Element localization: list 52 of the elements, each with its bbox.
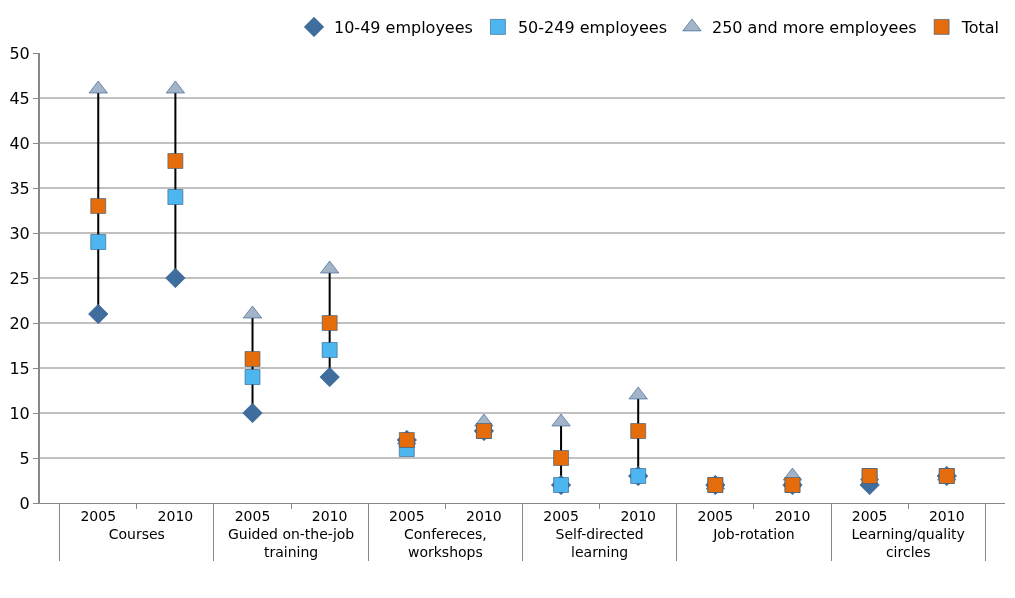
point bbox=[321, 315, 338, 331]
y-tick-label: 45 bbox=[9, 88, 30, 108]
text: Confereces, workshops bbox=[403, 525, 487, 560]
x-tick-label: 2005 bbox=[388, 507, 425, 524]
x-tick-label: 2010 bbox=[466, 507, 502, 524]
point bbox=[321, 342, 338, 358]
legend-label: 250 and more employees bbox=[711, 18, 917, 38]
point bbox=[244, 351, 261, 367]
text: Self-directed learning bbox=[555, 525, 644, 560]
point bbox=[630, 423, 646, 439]
y-tick-label: 30 bbox=[9, 223, 30, 243]
y-tick-label: 20 bbox=[9, 313, 30, 333]
x-tick-label: 2005 bbox=[851, 507, 888, 524]
point bbox=[88, 303, 109, 325]
y-tick-label: 35 bbox=[9, 178, 30, 198]
y-tick-label: 50 bbox=[9, 43, 30, 63]
y-tick-label: 10 bbox=[9, 403, 30, 423]
x-tick-label: 2010 bbox=[311, 507, 348, 524]
point bbox=[553, 450, 569, 466]
point bbox=[90, 234, 107, 250]
point bbox=[244, 369, 261, 385]
y-tick-label: 40 bbox=[9, 133, 30, 153]
point bbox=[88, 80, 108, 94]
point bbox=[319, 366, 340, 388]
point bbox=[242, 402, 263, 424]
y-tick-label: 15 bbox=[9, 358, 30, 378]
y-tick-label: 0 bbox=[19, 493, 30, 513]
x-tick-label: 2010 bbox=[620, 507, 657, 524]
x-tick-label: 2010 bbox=[157, 507, 194, 524]
x-tick-label: 2005 bbox=[697, 507, 734, 524]
x-tick-label: 2010 bbox=[774, 507, 811, 524]
point bbox=[165, 267, 186, 289]
y-tick-label: 25 bbox=[9, 268, 30, 288]
text: Learning/quality circles bbox=[851, 525, 965, 560]
text: Job-rotation bbox=[712, 525, 795, 542]
point bbox=[167, 153, 184, 169]
point bbox=[551, 413, 571, 427]
legend-label: 50-249 employees bbox=[517, 18, 667, 38]
x-tick-label: 2005 bbox=[234, 507, 271, 524]
x-tick-label: 2010 bbox=[928, 507, 965, 524]
x-tick-label: 2005 bbox=[80, 507, 117, 524]
y-tick-label: 5 bbox=[19, 448, 30, 468]
text: Guided on-the-job training bbox=[227, 525, 355, 560]
legend-label: 10-49 employees bbox=[334, 18, 473, 38]
point bbox=[165, 80, 185, 94]
x-tick-label: 2005 bbox=[543, 507, 579, 524]
point bbox=[320, 260, 340, 274]
point bbox=[628, 386, 648, 400]
legend-label: Total bbox=[960, 18, 999, 38]
point bbox=[167, 189, 184, 205]
text: Courses bbox=[108, 525, 165, 542]
point bbox=[90, 198, 107, 214]
